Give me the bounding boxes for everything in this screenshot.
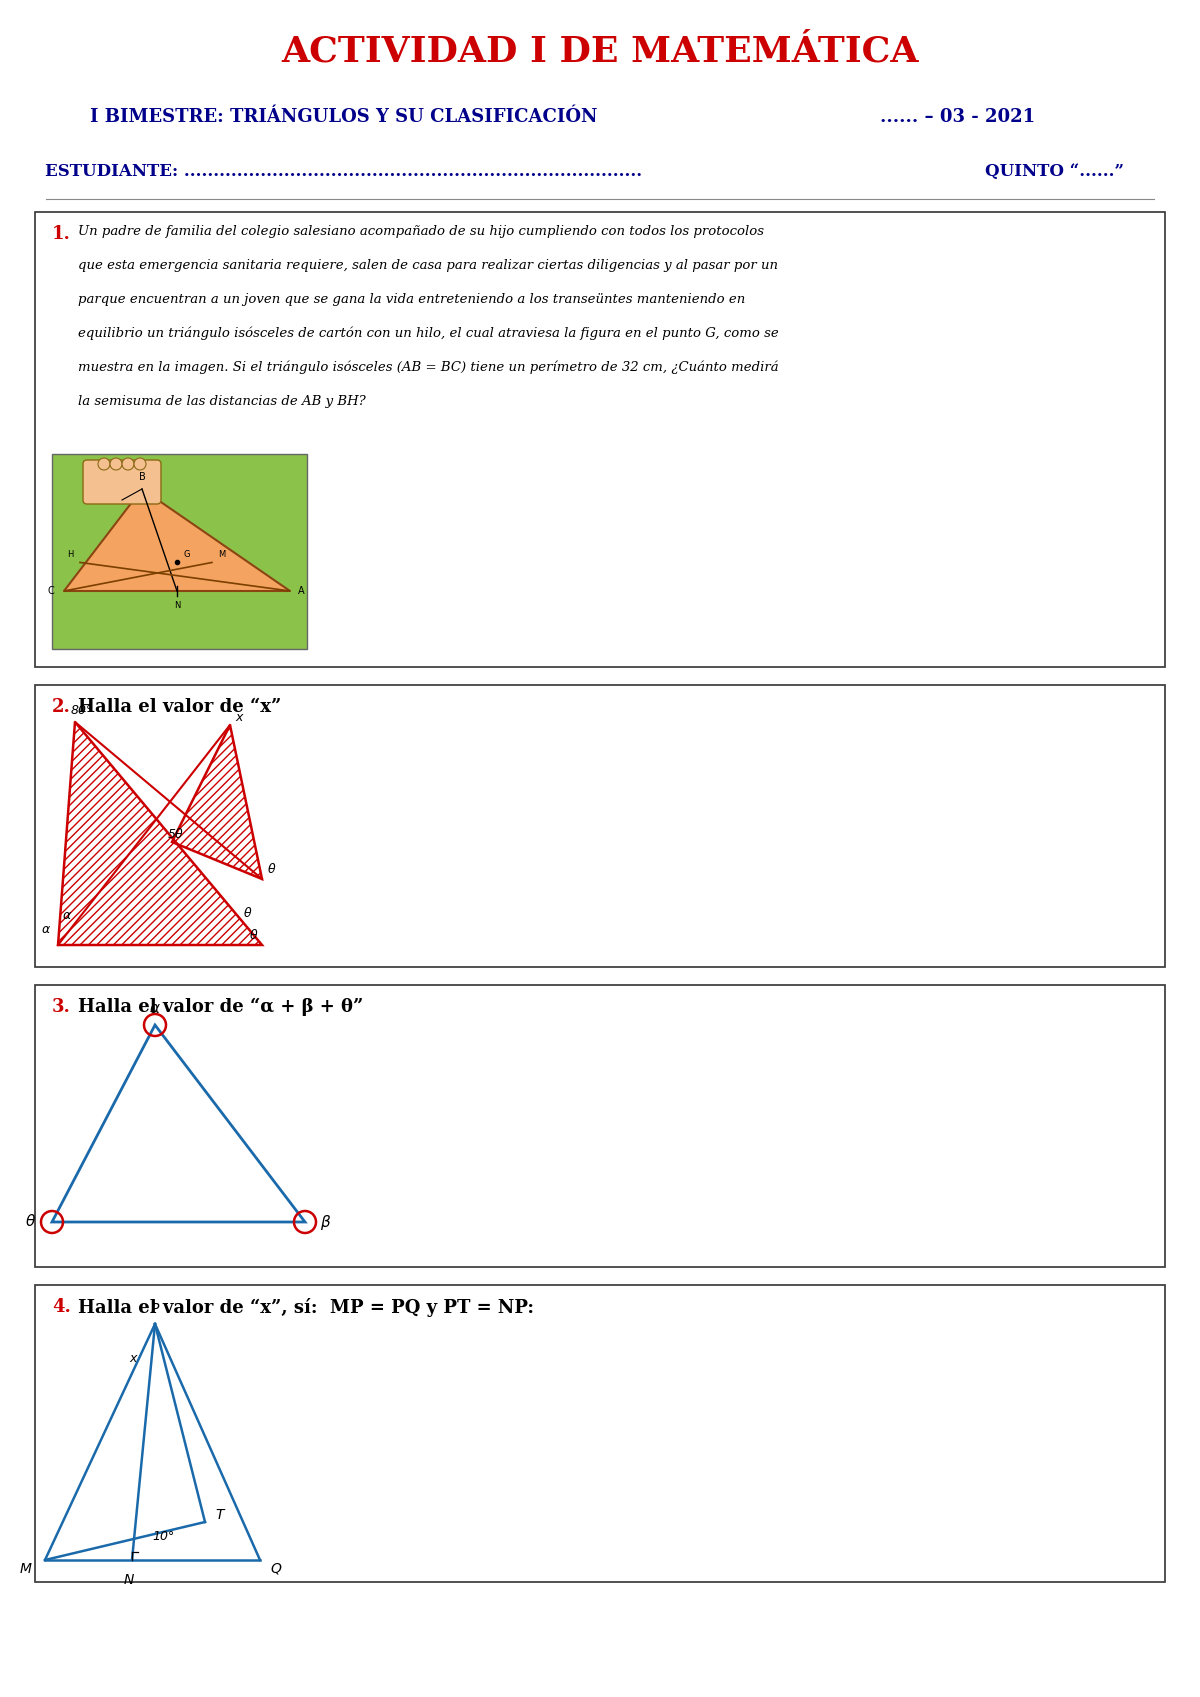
Text: x: x xyxy=(130,1353,137,1364)
Text: B: B xyxy=(139,472,145,482)
FancyBboxPatch shape xyxy=(52,455,307,648)
Text: ACTIVIDAD I DE MATEMÁTICA: ACTIVIDAD I DE MATEMÁTICA xyxy=(281,36,919,70)
Text: A: A xyxy=(298,585,305,596)
Circle shape xyxy=(122,458,134,470)
Text: la semisuma de las distancias de AB y BH?: la semisuma de las distancias de AB y BH… xyxy=(78,395,366,407)
FancyBboxPatch shape xyxy=(35,1285,1165,1582)
Text: θ: θ xyxy=(244,906,252,920)
Circle shape xyxy=(110,458,122,470)
Text: ESTUDIANTE: ....................................................................: ESTUDIANTE: ............................… xyxy=(46,163,642,180)
Text: 80°: 80° xyxy=(71,704,94,718)
Text: α: α xyxy=(64,910,71,921)
Text: G: G xyxy=(182,550,190,560)
Text: M: M xyxy=(20,1561,32,1577)
Polygon shape xyxy=(64,489,290,591)
Text: 5θ: 5θ xyxy=(168,828,184,842)
Text: 2.: 2. xyxy=(52,697,71,716)
Text: H: H xyxy=(67,550,74,560)
Text: 4.: 4. xyxy=(52,1298,71,1315)
FancyBboxPatch shape xyxy=(35,212,1165,667)
Text: θ: θ xyxy=(250,928,258,942)
Text: Halla el valor de “x”, sí:  MP = PQ y PT = NP:: Halla el valor de “x”, sí: MP = PQ y PT … xyxy=(78,1298,534,1317)
Text: I BIMESTRE: TRIÁNGULOS Y SU CLASIFICACIÓN: I BIMESTRE: TRIÁNGULOS Y SU CLASIFICACIÓ… xyxy=(90,109,598,126)
Text: muestra en la imagen. Si el triángulo isósceles (AB = BC) tiene un perímetro de : muestra en la imagen. Si el triángulo is… xyxy=(78,361,779,375)
FancyBboxPatch shape xyxy=(35,686,1165,967)
Text: Halla el valor de “x”: Halla el valor de “x” xyxy=(78,697,281,716)
Text: N: N xyxy=(174,601,180,609)
Text: 1.: 1. xyxy=(52,226,71,243)
Text: C: C xyxy=(47,585,54,596)
Text: x: x xyxy=(235,711,242,725)
Circle shape xyxy=(98,458,110,470)
Text: Q: Q xyxy=(270,1561,281,1577)
Text: Un padre de familia del colegio salesiano acompañado de su hijo cumpliendo con t: Un padre de familia del colegio salesian… xyxy=(78,226,764,238)
Text: parque encuentran a un joven que se gana la vida entreteniendo a los transeüntes: parque encuentran a un joven que se gana… xyxy=(78,294,745,305)
Text: N: N xyxy=(124,1573,134,1587)
Circle shape xyxy=(134,458,146,470)
Text: ...... – 03 - 2021: ...... – 03 - 2021 xyxy=(880,109,1036,126)
Text: α: α xyxy=(42,923,50,937)
Text: θ: θ xyxy=(268,864,276,876)
Text: Halla el valor de “α + β + θ”: Halla el valor de “α + β + θ” xyxy=(78,998,364,1017)
Text: α: α xyxy=(150,1001,160,1017)
Text: 10°: 10° xyxy=(152,1531,174,1543)
FancyBboxPatch shape xyxy=(83,460,161,504)
Text: T: T xyxy=(215,1509,223,1522)
Text: θ: θ xyxy=(25,1215,35,1230)
Text: β: β xyxy=(320,1215,330,1230)
Text: M: M xyxy=(218,550,226,560)
Text: equilibrio un triángulo isósceles de cartón con un hilo, el cual atraviesa la fi: equilibrio un triángulo isósceles de car… xyxy=(78,328,779,341)
Text: QUINTO “......”: QUINTO “......” xyxy=(985,163,1124,180)
FancyBboxPatch shape xyxy=(35,984,1165,1268)
Text: que esta emergencia sanitaria requiere, salen de casa para realizar ciertas dili: que esta emergencia sanitaria requiere, … xyxy=(78,260,778,272)
Text: 3.: 3. xyxy=(52,998,71,1017)
Text: P: P xyxy=(151,1302,160,1315)
